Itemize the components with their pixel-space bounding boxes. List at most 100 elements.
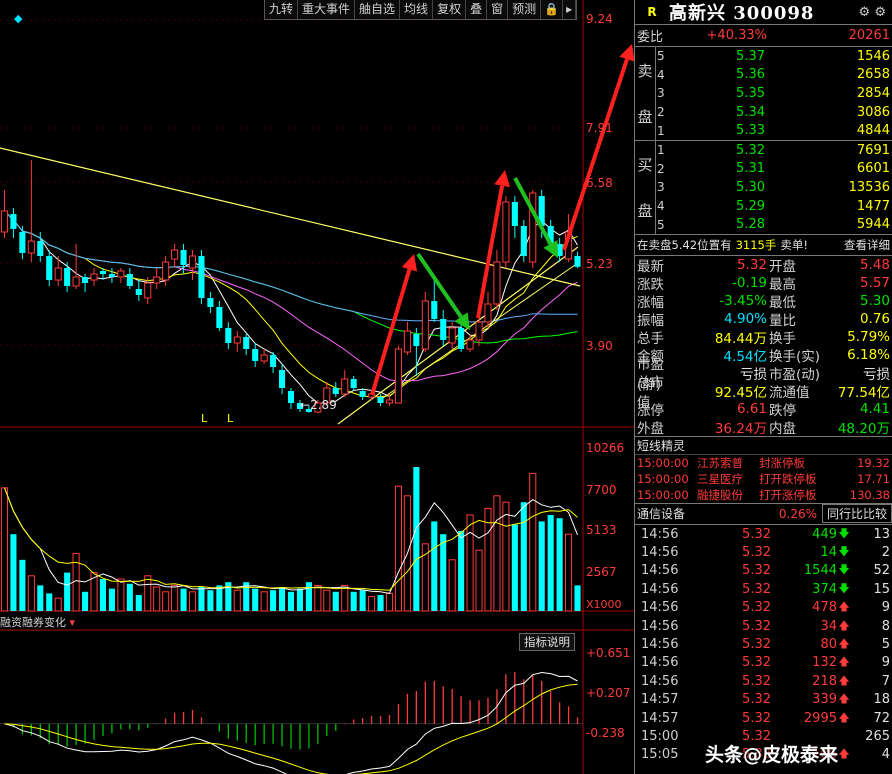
candle-body-up [385,399,394,404]
kline-chart-panel[interactable]: 九转 重大事件 舳自选 均线 复权 叠 窗 预测 🔒 ▸ ◆ 9.24 7.91… [0,0,634,774]
candle-body-down [332,388,339,394]
stat-value: 亏损 [740,366,767,383]
axis-label-macd: +0.651 [586,646,631,660]
trade-row: 14:56 5.32 478 🡅 9 [635,599,892,617]
play-icon[interactable]: ▸ [563,0,577,19]
toolbar-events-button[interactable]: 重大事件 [298,0,356,19]
trade-price: 5.32 [742,692,771,708]
toolbar-forecast-button[interactable]: 预测 [508,0,542,19]
order-level[interactable]: 5 5.37 1546 [635,47,892,66]
peer-compare-button[interactable]: 同行比比较 [821,504,892,524]
volume-bar-up [368,596,376,612]
toolbar-adjust-button[interactable]: 复权 [433,0,467,19]
trade-row: 14:57 5.32 339 🡅 18 [635,690,892,708]
weibi-diff: 20261 [848,28,890,43]
lock-icon[interactable]: 🔒 [541,0,564,19]
stat-value: 5.48 [859,256,890,273]
short-time: 15:00:00 [637,487,689,502]
sector-name: 通信设备 [637,507,686,522]
trade-time: 14:56 [641,618,679,634]
volume-bar-down [279,587,286,611]
level-volume: 1546 [856,48,890,64]
volume-bar-down [225,582,232,611]
ll-marker: L [227,412,234,425]
big-order-notice: 在卖盘5.42位置有 3115手 卖单! 查看详细 [635,235,892,256]
volume-bar-up [565,533,573,612]
toolbar-ma-button[interactable]: 均线 [400,0,434,19]
stat-value: -0.19 [732,274,767,291]
green-arrow-2-shaft [513,177,553,245]
arrow-down-icon: 🡇 [838,581,850,595]
candle-body-down [270,355,277,367]
toolbar-window-button[interactable]: 窗 [487,0,509,19]
order-level[interactable]: 4 5.29 1477 [635,197,892,216]
candle-body-down [305,409,312,412]
stat-key: 最新 [637,258,664,275]
sub-indicator-title[interactable]: 融资融券变化 ▾ [0,616,76,629]
vol-ma10-line [4,487,578,591]
candle-body-up [502,201,510,263]
trade-price: 5.32 [742,618,771,634]
volume-bar-up [475,549,483,612]
vol-ma5-line [4,487,578,594]
stat-row: 振幅 4.90% 量比 0.76 [635,310,892,329]
arrow-up-icon: 🡅 [838,618,850,632]
trade-count: 18 [873,692,890,708]
candle-body-up [260,354,268,362]
level-price: 5.31 [736,161,765,177]
candle-body-down [359,391,366,397]
short-elf-row[interactable]: 15:00:00 三星医疗 打开跌停板 17.71 [635,471,892,487]
order-level[interactable]: 1 5.33 4844 [635,121,892,140]
candle-body-down [99,271,107,274]
trade-time: 14:56 [641,526,679,542]
trade-row: 14:57 5.32 2995 🡅 72 [635,709,892,727]
level-number: 1 [657,123,665,138]
stat-value: 84.44万 [714,330,767,347]
chart-canvas: ◆ [0,0,634,774]
level-volume: 2658 [856,67,890,83]
candle-body-down [135,289,142,295]
arrow-up-icon: 🡅 [838,747,850,761]
trade-count: 2 [881,545,890,561]
trade-price: 5.32 [742,581,771,597]
trade-time: 15:00 [641,728,679,744]
toolbar-remove-watch-button[interactable]: 舳自选 [355,0,401,19]
toolbar-jiuzhuan-button[interactable]: 九转 [265,0,299,19]
indicator-help-button[interactable]: 指标说明 [519,633,575,651]
stat-key: 跌停 [769,402,796,419]
short-elf-row[interactable]: 15:00:00 江苏索普 封涨停板 19.32 [635,455,892,471]
volume-bar-up [529,472,537,612]
level-number: 5 [657,49,665,64]
trade-time: 14:56 [641,581,679,597]
short-value: 130.38 [849,487,890,502]
trade-time: 14:56 [641,636,679,652]
order-level[interactable]: 3 5.35 2854 [635,84,892,103]
stat-value: 5.30 [859,292,890,309]
volume-bar-up [233,589,241,612]
stat-row: 最新 5.32 开盘 5.48 [635,256,892,275]
order-level[interactable]: 4 5.36 2658 [635,66,892,85]
toolbar-overlay-button[interactable]: 叠 [466,0,488,19]
axis-label-volume: 7700 [586,483,617,497]
notice-detail-link[interactable]: 查看详细 [844,237,890,252]
volume-bar-down [216,585,223,611]
order-level[interactable]: 1 5.32 7691 [635,141,892,160]
volume-bar-down [332,591,339,611]
trade-count: 8 [881,618,890,634]
candle-body-down [225,328,232,343]
volume-bar-up [27,575,35,612]
trade-time: 14:57 [641,692,679,708]
sector-row: 通信设备 0.26% 同行比比较 [635,502,892,525]
order-level[interactable]: 2 5.34 3086 [635,103,892,122]
gear-icon[interactable]: ⚙ ⚙ [858,4,886,20]
trade-volume: 374 [812,581,837,597]
stat-value: 4.54亿 [723,348,767,365]
candle-body-down [279,370,286,388]
volume-bar-up [341,584,349,612]
order-level[interactable]: 3 5.30 13536 [635,178,892,197]
short-elf-row[interactable]: 15:00:00 融捷股份 打开涨停板 130.38 [635,487,892,503]
order-level[interactable]: 2 5.31 6601 [635,160,892,179]
level-price: 5.33 [736,123,765,139]
candle-body-up [117,270,125,278]
order-level[interactable]: 5 5.28 5944 [635,215,892,234]
